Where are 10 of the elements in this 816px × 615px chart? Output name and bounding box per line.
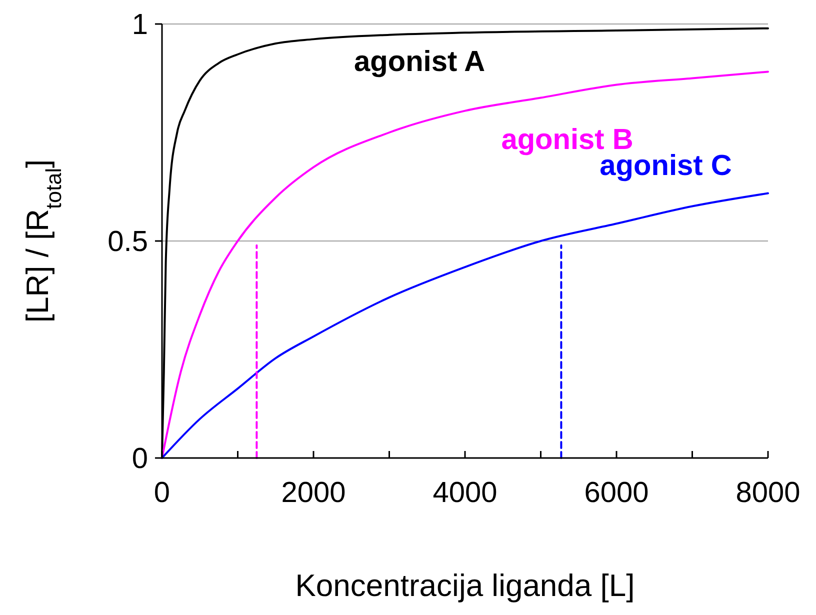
x-tick-label: 8000 [736,477,800,509]
y-tick-label: 1 [132,9,148,42]
x-tick-label: 0 [154,477,170,509]
x-tick-label: 4000 [432,477,498,509]
x-axis-title: Koncentracija liganda [L] [295,568,635,603]
series-label: agonist A [354,46,486,78]
x-tick-label: 2000 [281,477,346,509]
y-tick-label: 0.5 [108,226,148,258]
x-tick-label: 6000 [584,477,649,509]
y-tick-label: 0 [132,443,148,476]
